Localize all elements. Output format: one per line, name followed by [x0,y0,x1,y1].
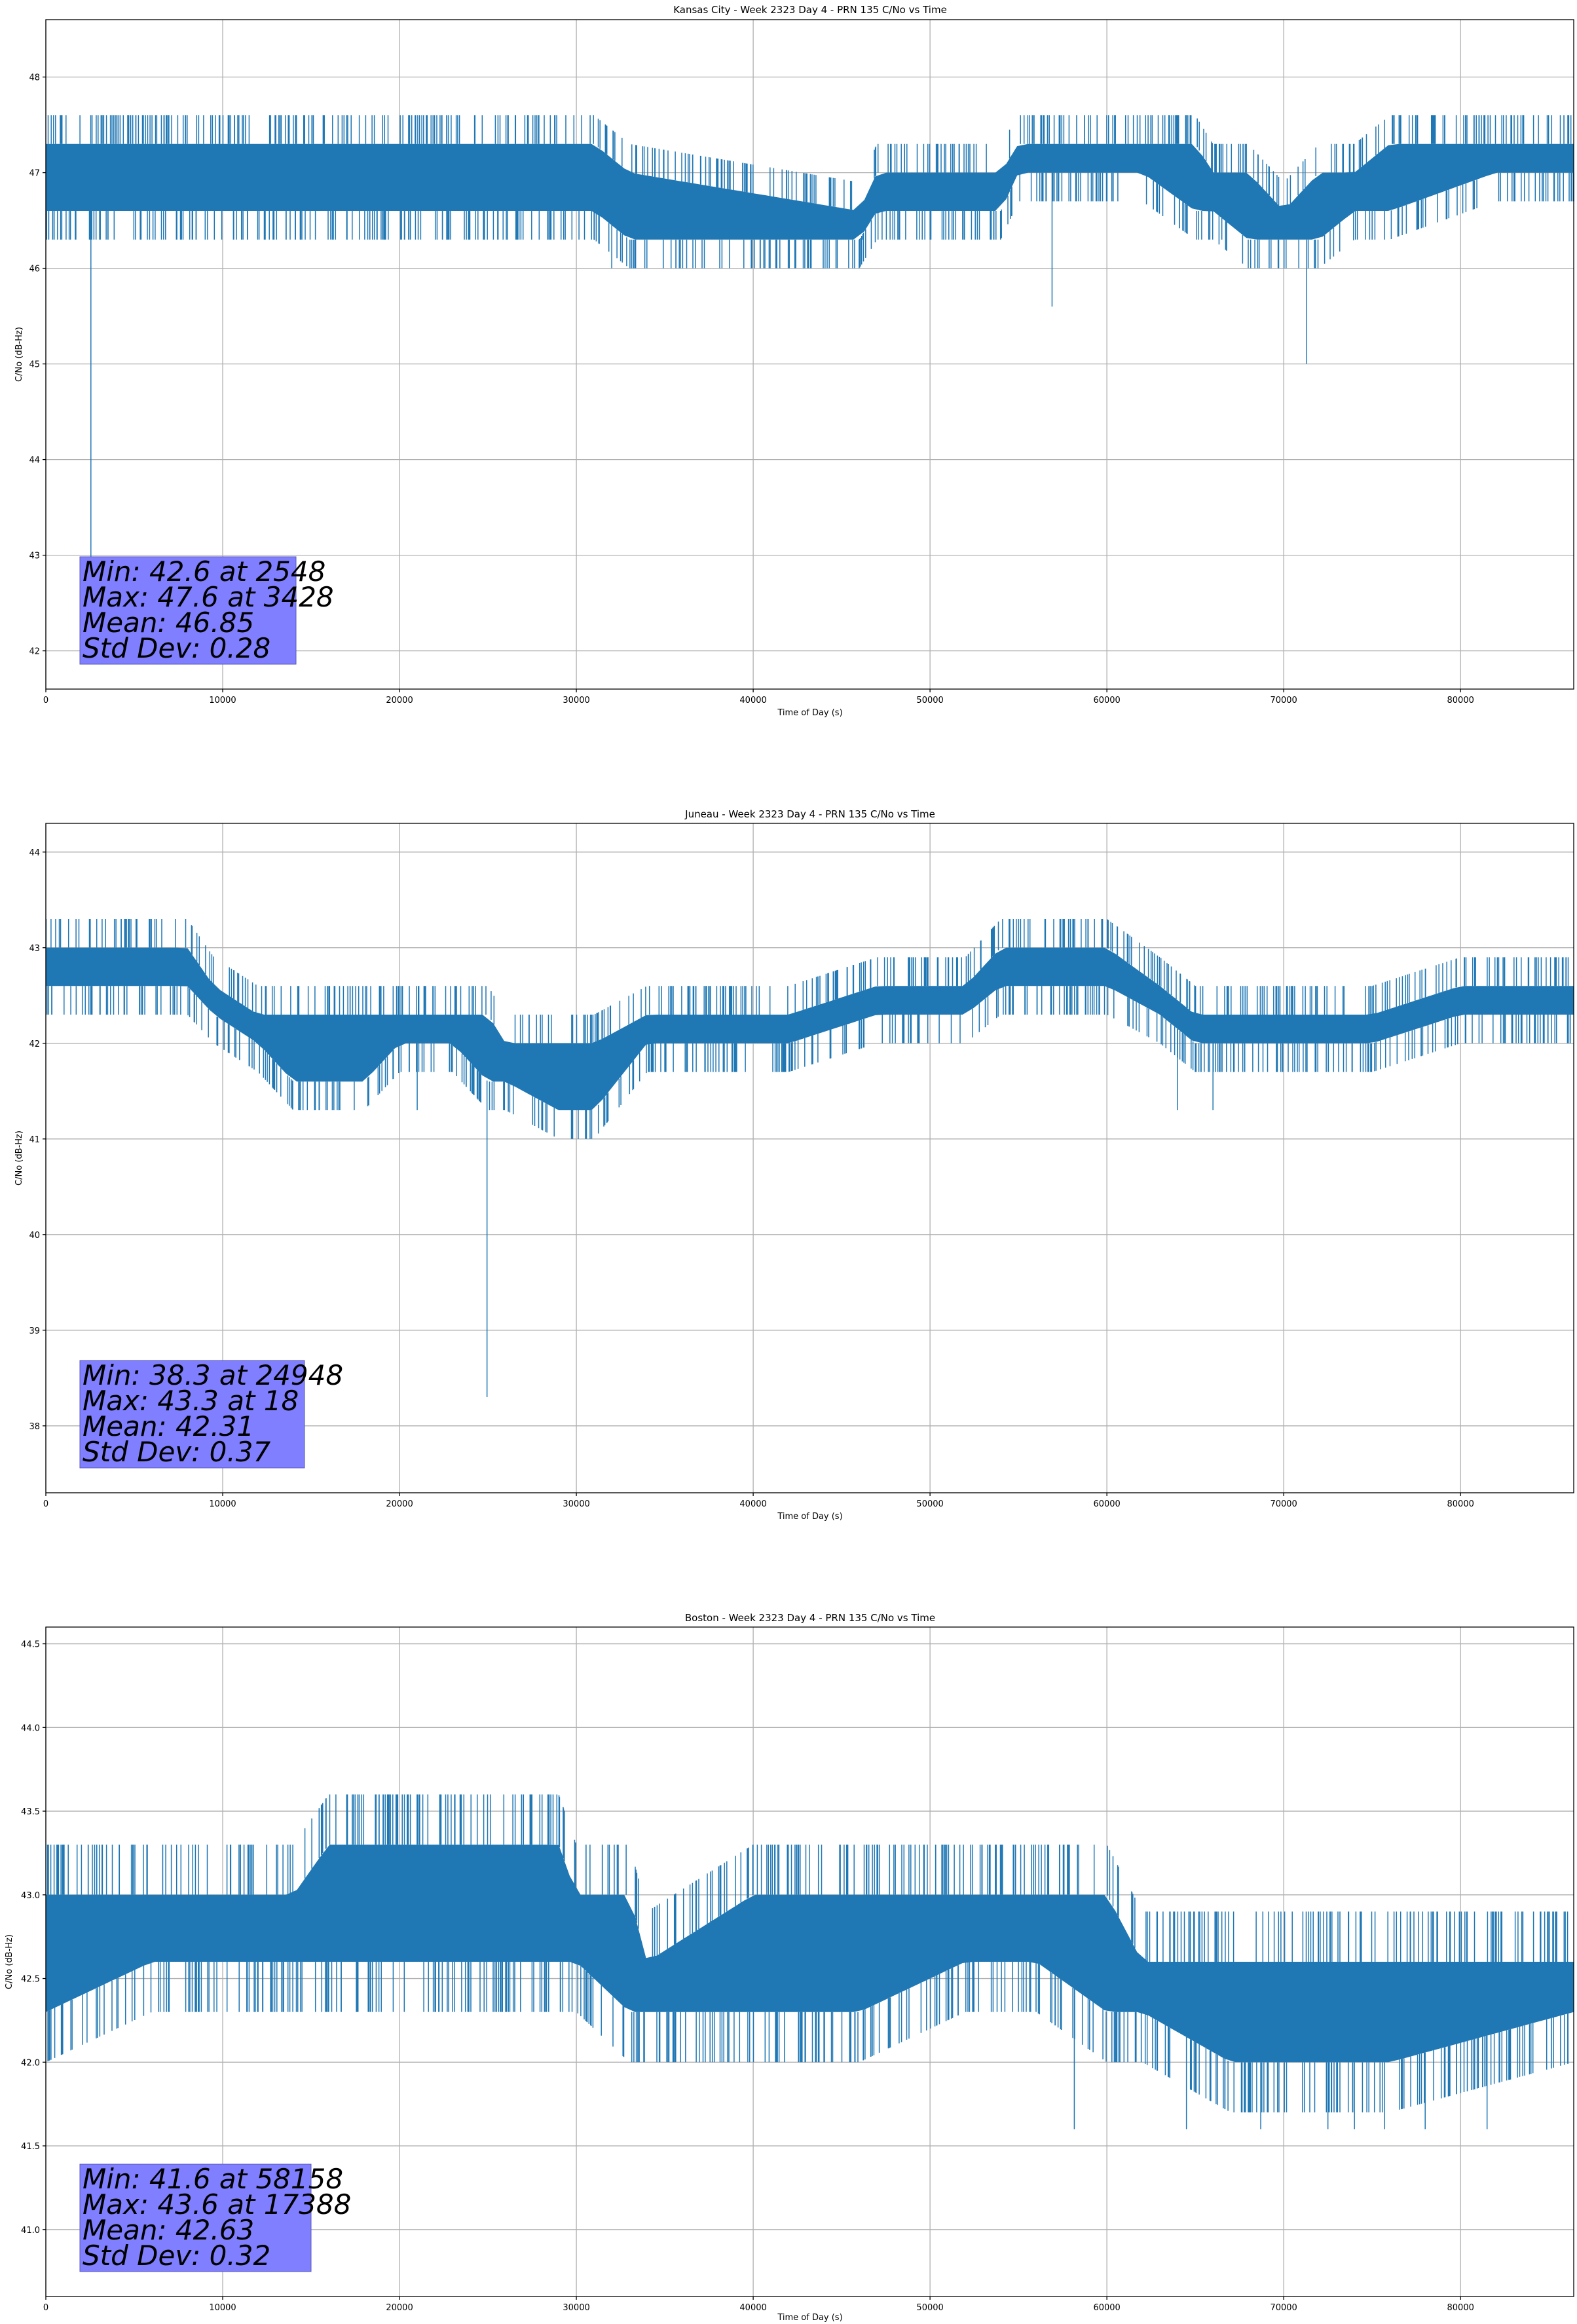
x-tick-label: 80000 [1447,1499,1474,1509]
plot-frame [45,19,1574,690]
x-tick-label: 20000 [386,1499,413,1509]
x-tick-label: 0 [43,2303,48,2313]
y-tick-label: 47 [29,169,40,179]
x-tick-label: 30000 [563,696,589,705]
y-tick-label: 42.5 [21,1975,40,1985]
chart-panel-boston: Boston - Week 2323 Day 4 - PRN 135 C/No … [5,1612,1574,2323]
y-axis-label: C/No (dB-Hz) [5,1934,14,1989]
y-tick-label: 41.5 [21,2142,40,2152]
signal-band [46,1845,1574,2063]
x-tick-label: 0 [43,1499,48,1509]
stats-box [79,556,297,665]
x-axis-label: Time of Day (s) [777,708,842,718]
stat-mean: Mean: 46.85 [83,607,254,639]
plot-frame [45,1626,1574,2297]
x-tick-label: 80000 [1447,696,1474,705]
y-tick-label: 42 [29,647,40,657]
y-tick-label: 44 [29,848,40,858]
x-tick-label: 50000 [916,1499,943,1509]
x-axis-label: Time of Day (s) [777,2313,842,2323]
x-tick-label: 30000 [563,2303,589,2313]
chart-title: Boston - Week 2323 Day 4 - PRN 135 C/No … [685,1612,935,1624]
signal-noise [46,115,1574,269]
y-tick-labels: 38 39 40 41 42 43 44 [29,848,46,1432]
stat-min: Min: 42.6 at 2548 [83,555,325,588]
x-tick-label: 10000 [209,1499,236,1509]
x-tick-label: 50000 [916,2303,943,2313]
stat-std-dev: Std Dev: 0.28 [83,632,270,664]
y-tick-label: 45 [29,360,40,370]
y-tick-label: 44.5 [21,1640,40,1650]
stat-mean: Mean: 42.31 [83,1410,254,1442]
y-tick-label: 44 [29,456,40,466]
y-tick-label: 41.0 [21,2226,40,2236]
signal-noise [46,1794,1569,2112]
series-line [46,115,1574,593]
y-tick-labels: 42 43 44 45 46 47 48 [29,73,46,657]
x-tick-label: 60000 [1093,696,1120,705]
signal-band [46,947,1574,1110]
data-series [46,115,1574,593]
x-tick-label: 40000 [739,2303,766,2313]
y-tick-label: 40 [29,1231,40,1241]
stat-min: Min: 41.6 at 58158 [83,2163,343,2195]
series-line [46,1794,1574,2129]
stat-std-dev: Std Dev: 0.37 [83,1436,270,1468]
y-tick-label: 42 [29,1040,40,1049]
x-tick-label: 70000 [1270,696,1297,705]
x-tick-label: 0 [43,696,48,705]
chart-panel-kansas-city: Kansas City - Week 2323 Day 4 - PRN 135 … [14,4,1574,718]
x-tick-label: 20000 [386,2303,413,2313]
x-tick-label: 20000 [386,696,413,705]
stat-mean: Mean: 42.63 [83,2214,254,2246]
stats-annotation: Min: 42.6 at 2548 Max: 47.6 at 3428 Mean… [79,555,334,665]
y-tick-label: 42.0 [21,2058,40,2068]
stats-annotation: Min: 41.6 at 58158 Max: 43.6 at 17388 Me… [79,2163,351,2272]
stat-min: Min: 38.3 at 24948 [83,1359,343,1391]
y-tick-label: 41 [29,1135,40,1145]
y-tick-label: 44.0 [21,1723,40,1733]
chart-title: Kansas City - Week 2323 Day 4 - PRN 135 … [673,4,947,16]
y-axis-label: C/No (dB-Hz) [14,327,24,382]
y-tick-label: 43.0 [21,1891,40,1901]
x-tick-labels: 0 10000 20000 30000 40000 50000 60000 70000 8000… [43,1493,1474,1509]
y-tick-label: 39 [29,1326,40,1336]
signal-band [46,143,1574,240]
x-tick-label: 10000 [209,696,236,705]
x-tick-label: 60000 [1093,1499,1120,1509]
x-tick-labels: 0 10000 20000 30000 40000 50000 60000 70000 8000… [43,689,1474,705]
stats-box [79,2164,312,2272]
x-tick-label: 50000 [916,696,943,705]
plot-frame [45,823,1574,1493]
stat-std-dev: Std Dev: 0.32 [83,2240,270,2272]
x-tick-label: 30000 [563,1499,589,1509]
stats-annotation: Min: 38.3 at 24948 Max: 43.3 at 18 Mean:… [79,1359,343,1469]
y-tick-label: 43 [29,944,40,954]
y-tick-label: 48 [29,73,40,83]
stat-max: Max: 47.6 at 3428 [83,581,334,613]
y-axis-label: C/No (dB-Hz) [14,1131,24,1186]
chart-title: Juneau - Week 2323 Day 4 - PRN 135 C/No … [684,808,935,820]
x-tick-label: 60000 [1093,2303,1120,2313]
stat-max: Max: 43.3 at 18 [83,1385,299,1417]
stat-max: Max: 43.6 at 17388 [83,2188,351,2221]
x-tick-label: 40000 [739,696,766,705]
x-tick-label: 70000 [1270,2303,1297,2313]
y-tick-label: 43 [29,552,40,561]
y-tick-label: 46 [29,265,40,274]
stats-box [79,1360,305,1469]
y-tick-labels: 41.0 41.5 42.0 42.5 43.0 43.5 44.0 44.5 [21,1640,46,2236]
x-tick-label: 40000 [739,1499,766,1509]
chart-panel-juneau: Juneau - Week 2323 Day 4 - PRN 135 C/No … [14,808,1574,1522]
y-tick-label: 38 [29,1422,40,1432]
x-tick-label: 70000 [1270,1499,1297,1509]
x-tick-label: 80000 [1447,2303,1474,2313]
x-axis-label: Time of Day (s) [777,1512,842,1522]
x-tick-labels: 0 10000 20000 30000 40000 50000 60000 70000 8000… [43,2296,1474,2313]
y-tick-label: 43.5 [21,1807,40,1817]
data-series [46,1794,1574,2129]
signal-noise [46,919,1571,1139]
x-tick-label: 10000 [209,2303,236,2313]
